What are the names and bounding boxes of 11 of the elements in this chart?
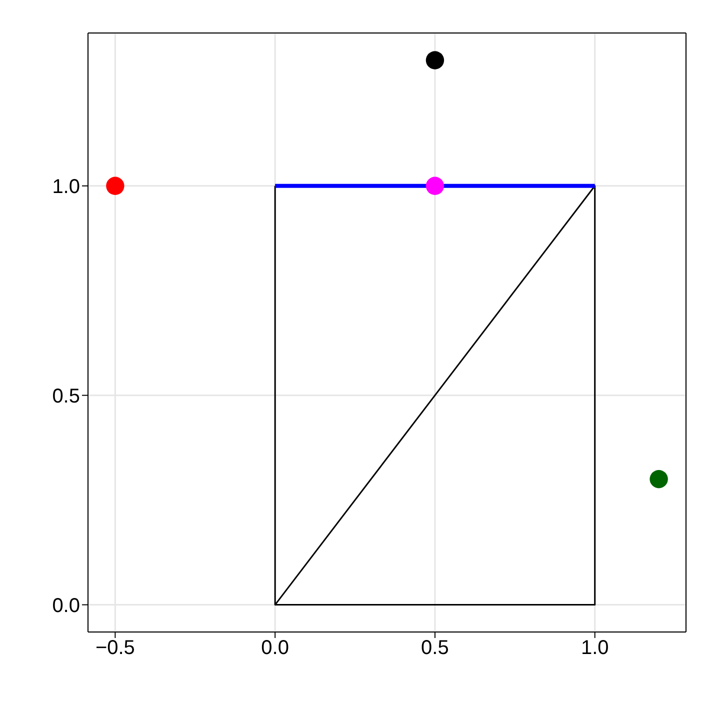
point [650, 470, 668, 488]
y-tick-label: 0.0 [52, 594, 80, 617]
x-tick-label: 1.0 [580, 637, 609, 660]
x-tick-label: 0.0 [261, 637, 289, 660]
x-tick-label: 0.5 [421, 637, 449, 660]
x-tick-label: −0.5 [95, 637, 135, 660]
point [426, 51, 444, 70]
y-tick-label: 1.0 [52, 176, 80, 198]
point [426, 176, 444, 195]
point [106, 176, 124, 195]
y-tick-label: 0.5 [52, 385, 80, 408]
